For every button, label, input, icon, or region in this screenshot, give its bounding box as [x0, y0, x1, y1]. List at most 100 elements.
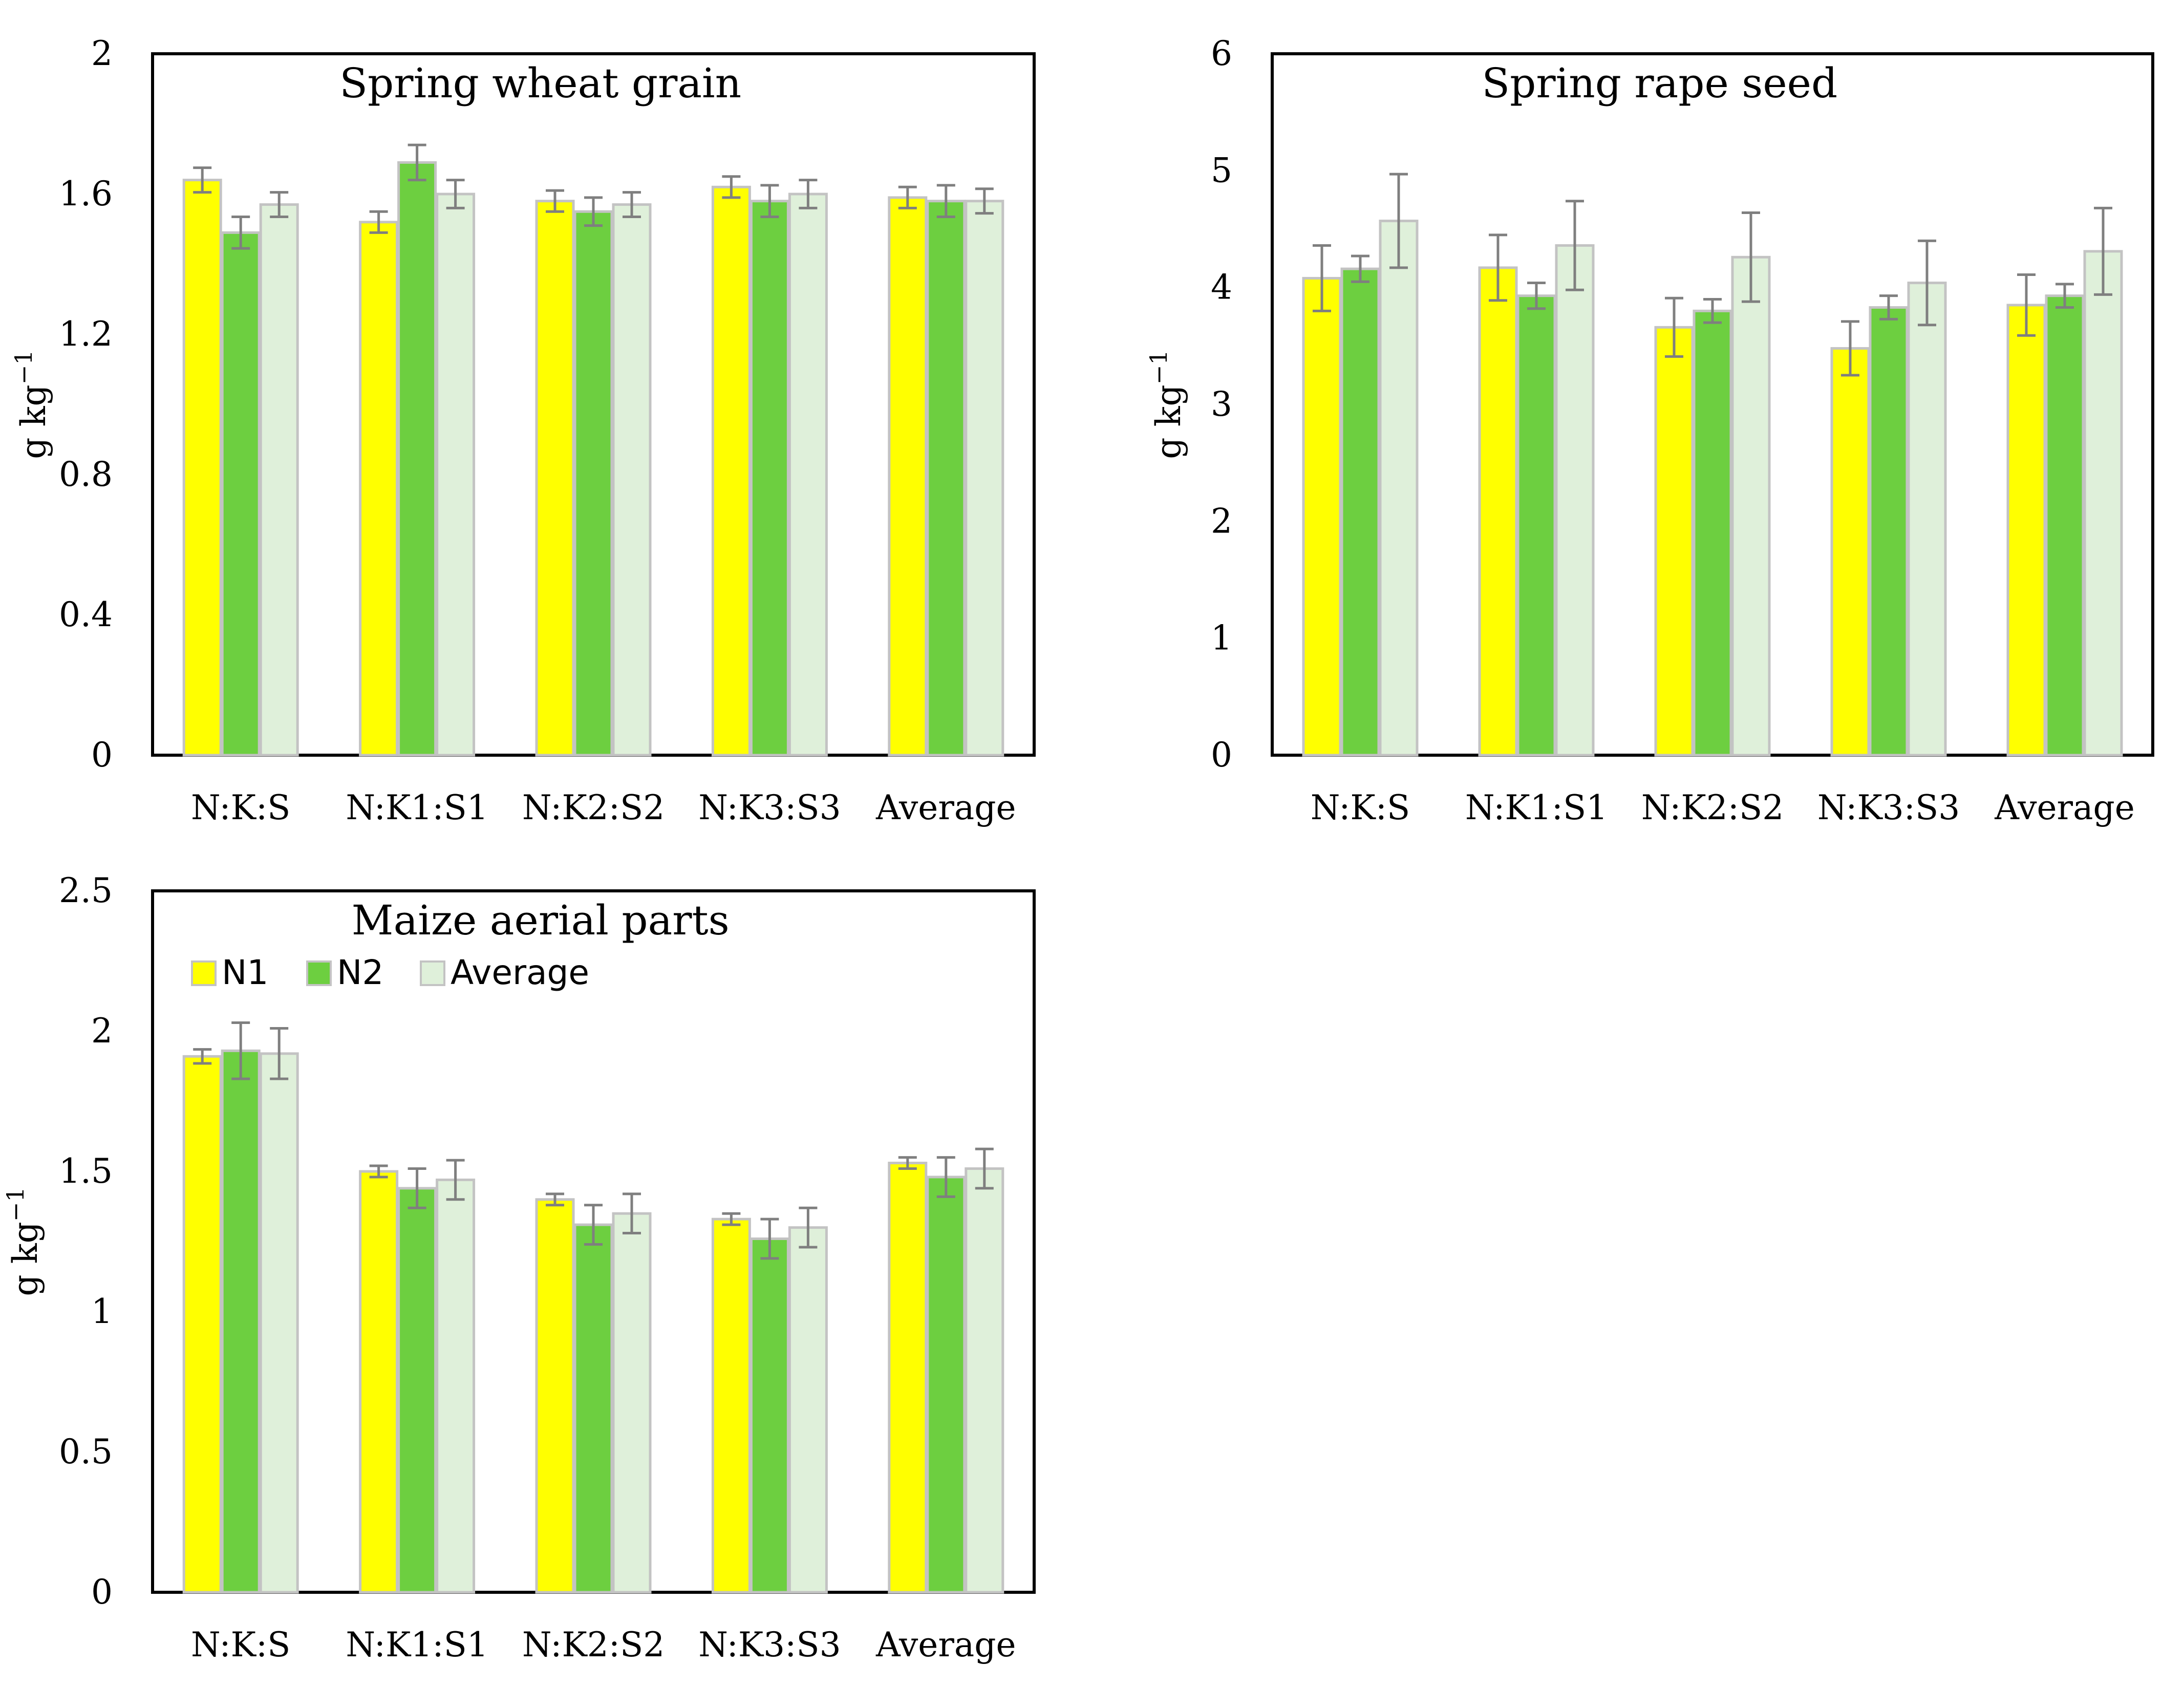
y-tick-label: 2.5: [59, 871, 113, 910]
x-tick-label: N:K1:S1: [346, 788, 488, 827]
error-bar: [623, 1192, 641, 1235]
legend-item-n1: N1: [191, 953, 268, 992]
bar-n1-3: [535, 1198, 575, 1594]
error-bar: [760, 184, 779, 219]
bar-average-1: [1379, 220, 1419, 757]
bar-n1-1: [1302, 276, 1342, 757]
bar-n2-4: [750, 1237, 789, 1594]
bar-n2-1: [1340, 267, 1380, 757]
y-tick-label: 0.5: [59, 1432, 113, 1471]
x-tick-label: N:K2:S2: [522, 788, 665, 827]
error-bar: [975, 1147, 994, 1190]
x-tick-label: Average: [875, 788, 1016, 827]
error-bar: [446, 1159, 465, 1201]
y-tick-label: 0: [1211, 735, 1232, 775]
bar-n2-2: [397, 161, 437, 757]
y-tick-label: 2: [91, 34, 113, 73]
bar-average-2: [436, 1178, 476, 1594]
chart-title: Spring wheat grain: [339, 59, 741, 107]
error-bar: [1527, 282, 1546, 310]
bar-n1-5: [888, 196, 928, 757]
error-bar: [270, 1027, 289, 1080]
legend-item-n2: N2: [306, 953, 383, 992]
bar-average-3: [612, 1212, 652, 1594]
x-tick-label: Average: [875, 1625, 1016, 1664]
x-tick-label: N:K3:S3: [698, 1625, 841, 1664]
x-tick-label: Average: [1994, 788, 2135, 827]
bar-n2-2: [397, 1187, 437, 1594]
bar-n1-5: [2006, 304, 2046, 757]
error-bar: [2017, 273, 2036, 337]
y-tick-label: 1.2: [59, 314, 113, 354]
x-tick-label: N:K1:S1: [1465, 788, 1608, 827]
error-bar: [936, 1156, 955, 1198]
x-tick-label: N:K:S: [191, 788, 290, 827]
bar-n2-1: [221, 1049, 261, 1594]
y-axis-title: g kg−1: [1145, 350, 1188, 459]
bar-n2-1: [221, 231, 261, 757]
error-bar: [1665, 296, 1683, 358]
x-tick-label: N:K3:S3: [698, 788, 841, 827]
y-axis-title: g kg−1: [2, 1187, 45, 1296]
y-tick-label: 1.5: [59, 1151, 113, 1191]
bar-average-3: [612, 203, 652, 757]
chart-title: Spring rape seed: [1482, 59, 1837, 107]
bar-n1-5: [888, 1162, 928, 1594]
error-bar: [1313, 244, 1331, 312]
error-bar: [408, 1167, 426, 1209]
error-bar: [1489, 233, 1507, 302]
legend-label: Average: [451, 953, 589, 992]
legend-label: N2: [337, 953, 383, 992]
bar-average-4: [788, 193, 828, 757]
bar-average-4: [788, 1226, 828, 1594]
bar-n2-5: [2045, 294, 2085, 757]
bar-n2-5: [926, 200, 966, 757]
legend-swatch: [191, 960, 217, 986]
x-tick-label: N:K1:S1: [346, 1625, 488, 1664]
bar-average-2: [1555, 244, 1595, 757]
error-bar: [1742, 211, 1760, 303]
y-axis-title: g kg−1: [10, 350, 53, 459]
bar-n1-4: [711, 1218, 751, 1594]
bar-n2-3: [573, 210, 613, 757]
error-bar: [1879, 294, 1898, 321]
bar-n2-3: [1693, 309, 1732, 757]
error-bar: [584, 196, 603, 227]
bar-average-1: [259, 1052, 299, 1594]
error-bar: [1703, 298, 1722, 324]
error-bar: [1566, 200, 1584, 291]
x-tick-label: N:K:S: [1311, 788, 1410, 827]
y-tick-label: 0: [91, 735, 113, 775]
bar-n1-4: [711, 185, 751, 757]
legend-swatch: [420, 960, 445, 986]
error-bar: [408, 143, 426, 182]
error-bar: [1389, 173, 1408, 269]
y-tick-label: 1.6: [59, 174, 113, 213]
bar-average-2: [436, 193, 476, 757]
error-bar: [1841, 320, 1859, 377]
error-bar: [1918, 239, 1936, 327]
bar-average-1: [259, 203, 299, 757]
x-tick-label: N:K2:S2: [1641, 788, 1784, 827]
error-bar: [936, 184, 955, 219]
chart-2: 0 1 2 3 4 5 6 N:K:S N:K1:S1 N:K2:S2 N:K3:S3 Average…: [1145, 34, 2154, 827]
chart-1: 0 0.4 0.8 1.2 1.6 2 N:K:S N:K1:S1 N:K2:S2 N:K3:S3…: [10, 34, 1036, 827]
error-bar: [975, 187, 994, 215]
error-bar: [1351, 254, 1369, 283]
error-bar: [584, 1204, 603, 1246]
error-bar: [270, 191, 289, 219]
x-tick-label: N:K2:S2: [522, 1625, 665, 1664]
legend-item-average: Average: [420, 953, 589, 992]
y-tick-label: 1: [91, 1292, 113, 1331]
bar-n2-5: [926, 1176, 966, 1594]
y-tick-label: 6: [1211, 34, 1232, 73]
y-tick-label: 0.8: [59, 455, 113, 494]
error-bar: [799, 1206, 818, 1249]
y-tick-label: 2: [1211, 501, 1232, 541]
error-bar: [898, 185, 917, 209]
error-bar: [193, 1048, 212, 1065]
bar-n2-3: [573, 1223, 613, 1594]
error-bar: [546, 189, 564, 213]
bar-average-4: [1907, 282, 1947, 757]
